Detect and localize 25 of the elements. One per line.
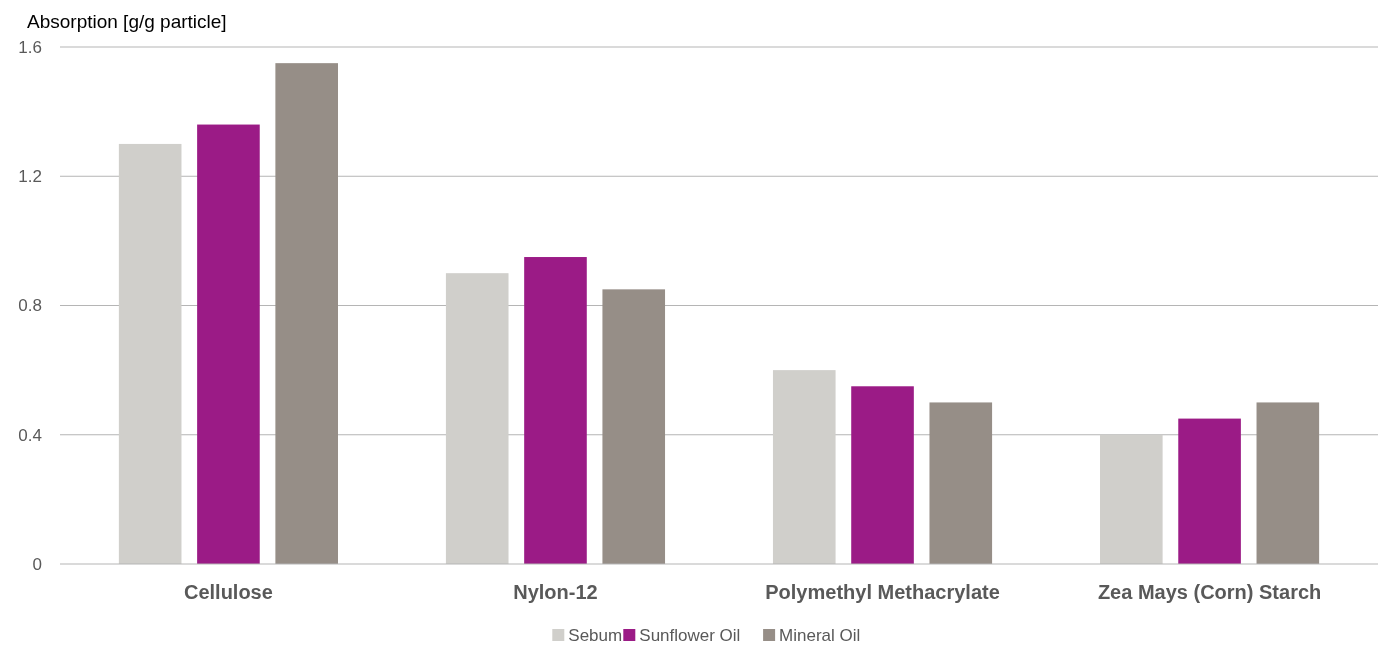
bar	[602, 289, 666, 564]
bar	[929, 402, 993, 564]
x-tick-label: Nylon-12	[513, 581, 598, 603]
bar	[524, 257, 587, 564]
bar	[1100, 434, 1163, 564]
bar	[1178, 418, 1241, 564]
legend-label: Sunflower Oil	[639, 626, 741, 645]
bar	[445, 273, 509, 564]
bar	[1256, 402, 1320, 564]
x-tick-label: Polymethyl Methacrylate	[765, 581, 1000, 603]
x-tick-label: Cellulose	[183, 581, 273, 603]
legend-label: Mineral Oil	[779, 626, 861, 645]
y-tick-label: 1.6	[18, 37, 42, 57]
bar	[197, 124, 260, 564]
y-tick-label: 1.2	[18, 167, 42, 187]
y-axis-title: Absorption [g/g particle]	[27, 11, 227, 32]
bar	[118, 143, 182, 564]
bar	[275, 63, 338, 564]
bar	[772, 370, 836, 564]
legend-label: Sebum	[568, 626, 623, 645]
y-tick-label: 0.8	[18, 296, 42, 316]
y-tick-label: 0.4	[18, 425, 42, 445]
y-tick-label: 0	[32, 554, 42, 574]
x-tick-label: Zea Mays (Corn) Starch	[1097, 581, 1322, 603]
bar	[851, 386, 914, 564]
